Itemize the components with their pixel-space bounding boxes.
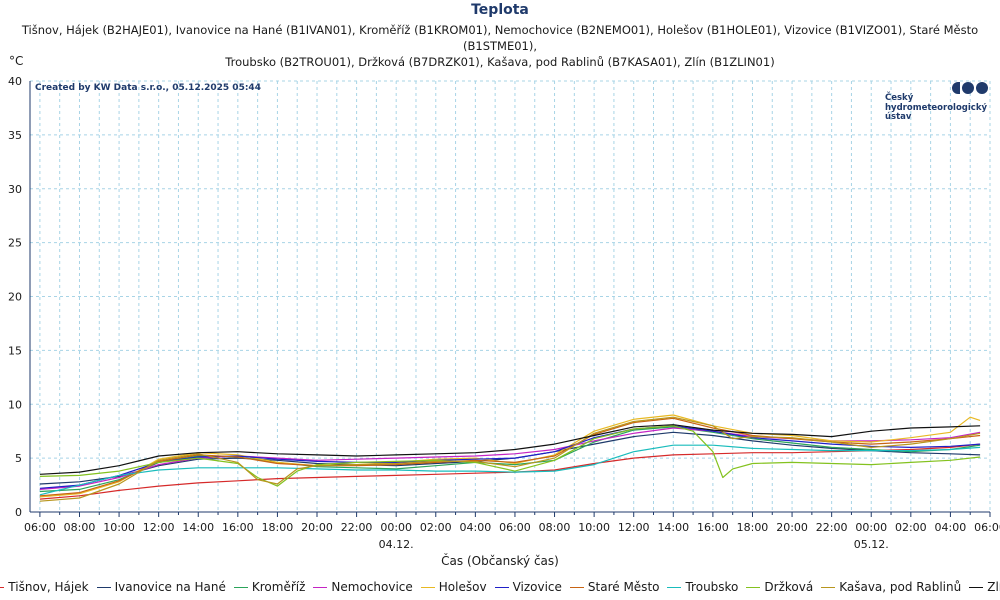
x-tick-label: 12:00	[618, 521, 650, 534]
legend-item: Troubsko	[667, 580, 738, 594]
legend-item: Nemochovice	[313, 580, 413, 594]
x-tick-label: 14:00	[657, 521, 689, 534]
y-tick-label: 25	[8, 237, 22, 250]
logo-dots-icon	[952, 82, 990, 94]
series-line-8	[39, 425, 981, 487]
x-tick-label: 00:00	[855, 521, 887, 534]
x-axis-title: Čas (Občanský čas)	[441, 553, 559, 568]
x-tick-label: 06:00	[24, 521, 56, 534]
x-tick-label: 08:00	[539, 521, 571, 534]
x-tick-label: 20:00	[776, 521, 808, 534]
legend-swatch	[746, 586, 761, 588]
x-tick-label: 06:00	[974, 521, 1000, 534]
legend-item: Staré Město	[569, 580, 660, 594]
x-tick-label: 02:00	[895, 521, 927, 534]
x-tick-label: 18:00	[737, 521, 769, 534]
x-tick-label: 02:00	[420, 521, 452, 534]
legend-item: Kašava, pod Rablinů	[821, 580, 961, 594]
chart-subtitle: Tišnov, Hájek (B2HAJE01), Ivanovice na H…	[0, 22, 1000, 70]
legend-item: Ivanovice na Hané	[96, 580, 226, 594]
x-date-label: 04.12.	[379, 538, 414, 551]
x-tick-label: 16:00	[697, 521, 729, 534]
series-line-2	[39, 426, 981, 493]
chart-title: Teplota	[471, 2, 529, 18]
legend-label: Vizovice	[512, 580, 562, 594]
legend-label: Nemochovice	[331, 580, 413, 594]
x-tick-label: 00:00	[380, 521, 412, 534]
chmi-logo: Český hydrometeorologický ústav	[885, 82, 990, 123]
series-line-10	[39, 424, 981, 475]
x-tick-label: 04:00	[935, 521, 967, 534]
legend-swatch	[0, 586, 5, 588]
legend-swatch	[821, 586, 836, 588]
legend-swatch	[420, 586, 435, 588]
y-tick-label: 15	[8, 344, 22, 357]
y-tick-label: 40	[8, 75, 22, 88]
legend-swatch	[313, 586, 328, 588]
legend-label: Zlín	[987, 580, 1000, 594]
legend-item: Držková	[746, 580, 813, 594]
x-tick-label: 22:00	[816, 521, 848, 534]
y-tick-label: 10	[8, 398, 22, 411]
legend-label: Tišnov, Hájek	[8, 580, 89, 594]
legend-swatch	[569, 586, 584, 588]
legend-item: Zlín	[969, 580, 1000, 594]
x-tick-label: 14:00	[182, 521, 214, 534]
legend-label: Staré Město	[587, 580, 660, 594]
legend-label: Kroměříž	[251, 580, 306, 594]
y-tick-label: 5	[15, 452, 22, 465]
legend-label: Držková	[764, 580, 814, 594]
legend-label: Kašava, pod Rablinů	[839, 580, 962, 594]
series-line-9	[39, 416, 981, 502]
series-line-7	[39, 444, 981, 496]
y-axis-unit: °C	[9, 54, 24, 68]
x-tick-label: 06:00	[499, 521, 531, 534]
credit-text: Created by KW Data s.r.o., 05.12.2025 05…	[35, 83, 261, 93]
legend-swatch	[969, 586, 984, 588]
chart-legend: Tišnov, Hájek Ivanovice na Hané Kroměříž Ne…	[0, 580, 1000, 594]
x-tick-label: 12:00	[143, 521, 175, 534]
x-tick-label: 10:00	[103, 521, 135, 534]
legend-item: Holešov	[420, 580, 487, 594]
subtitle-line-1: Tišnov, Hájek (B2HAJE01), Ivanovice na H…	[21, 23, 979, 53]
legend-swatch	[233, 586, 248, 588]
y-tick-label: 0	[15, 506, 22, 519]
y-tick-label: 20	[8, 291, 22, 304]
logo-text: Český hydrometeorologický ústav	[885, 93, 988, 122]
legend-item: Kroměříž	[233, 580, 306, 594]
legend-label: Ivanovice na Hané	[114, 580, 226, 594]
x-tick-label: 10:00	[578, 521, 610, 534]
legend-swatch	[96, 586, 111, 588]
x-tick-label: 16:00	[222, 521, 254, 534]
x-tick-label: 22:00	[341, 521, 373, 534]
y-tick-label: 30	[8, 183, 22, 196]
x-tick-label: 04:00	[460, 521, 492, 534]
x-tick-label: 08:00	[64, 521, 96, 534]
x-tick-label: 20:00	[301, 521, 333, 534]
legend-label: Troubsko	[685, 580, 739, 594]
x-date-label: 05.12.	[854, 538, 889, 551]
legend-item: Vizovice	[494, 580, 562, 594]
series-line-5	[39, 425, 981, 489]
legend-item: Tišnov, Hájek	[0, 580, 89, 594]
legend-label: Holešov	[438, 580, 487, 594]
y-tick-label: 35	[8, 129, 22, 142]
legend-swatch	[667, 586, 682, 588]
x-tick-label: 18:00	[262, 521, 294, 534]
subtitle-line-2: Troubsko (B2TROU01), Držková (B7DRZK01),…	[225, 55, 775, 69]
legend-swatch	[494, 586, 509, 588]
